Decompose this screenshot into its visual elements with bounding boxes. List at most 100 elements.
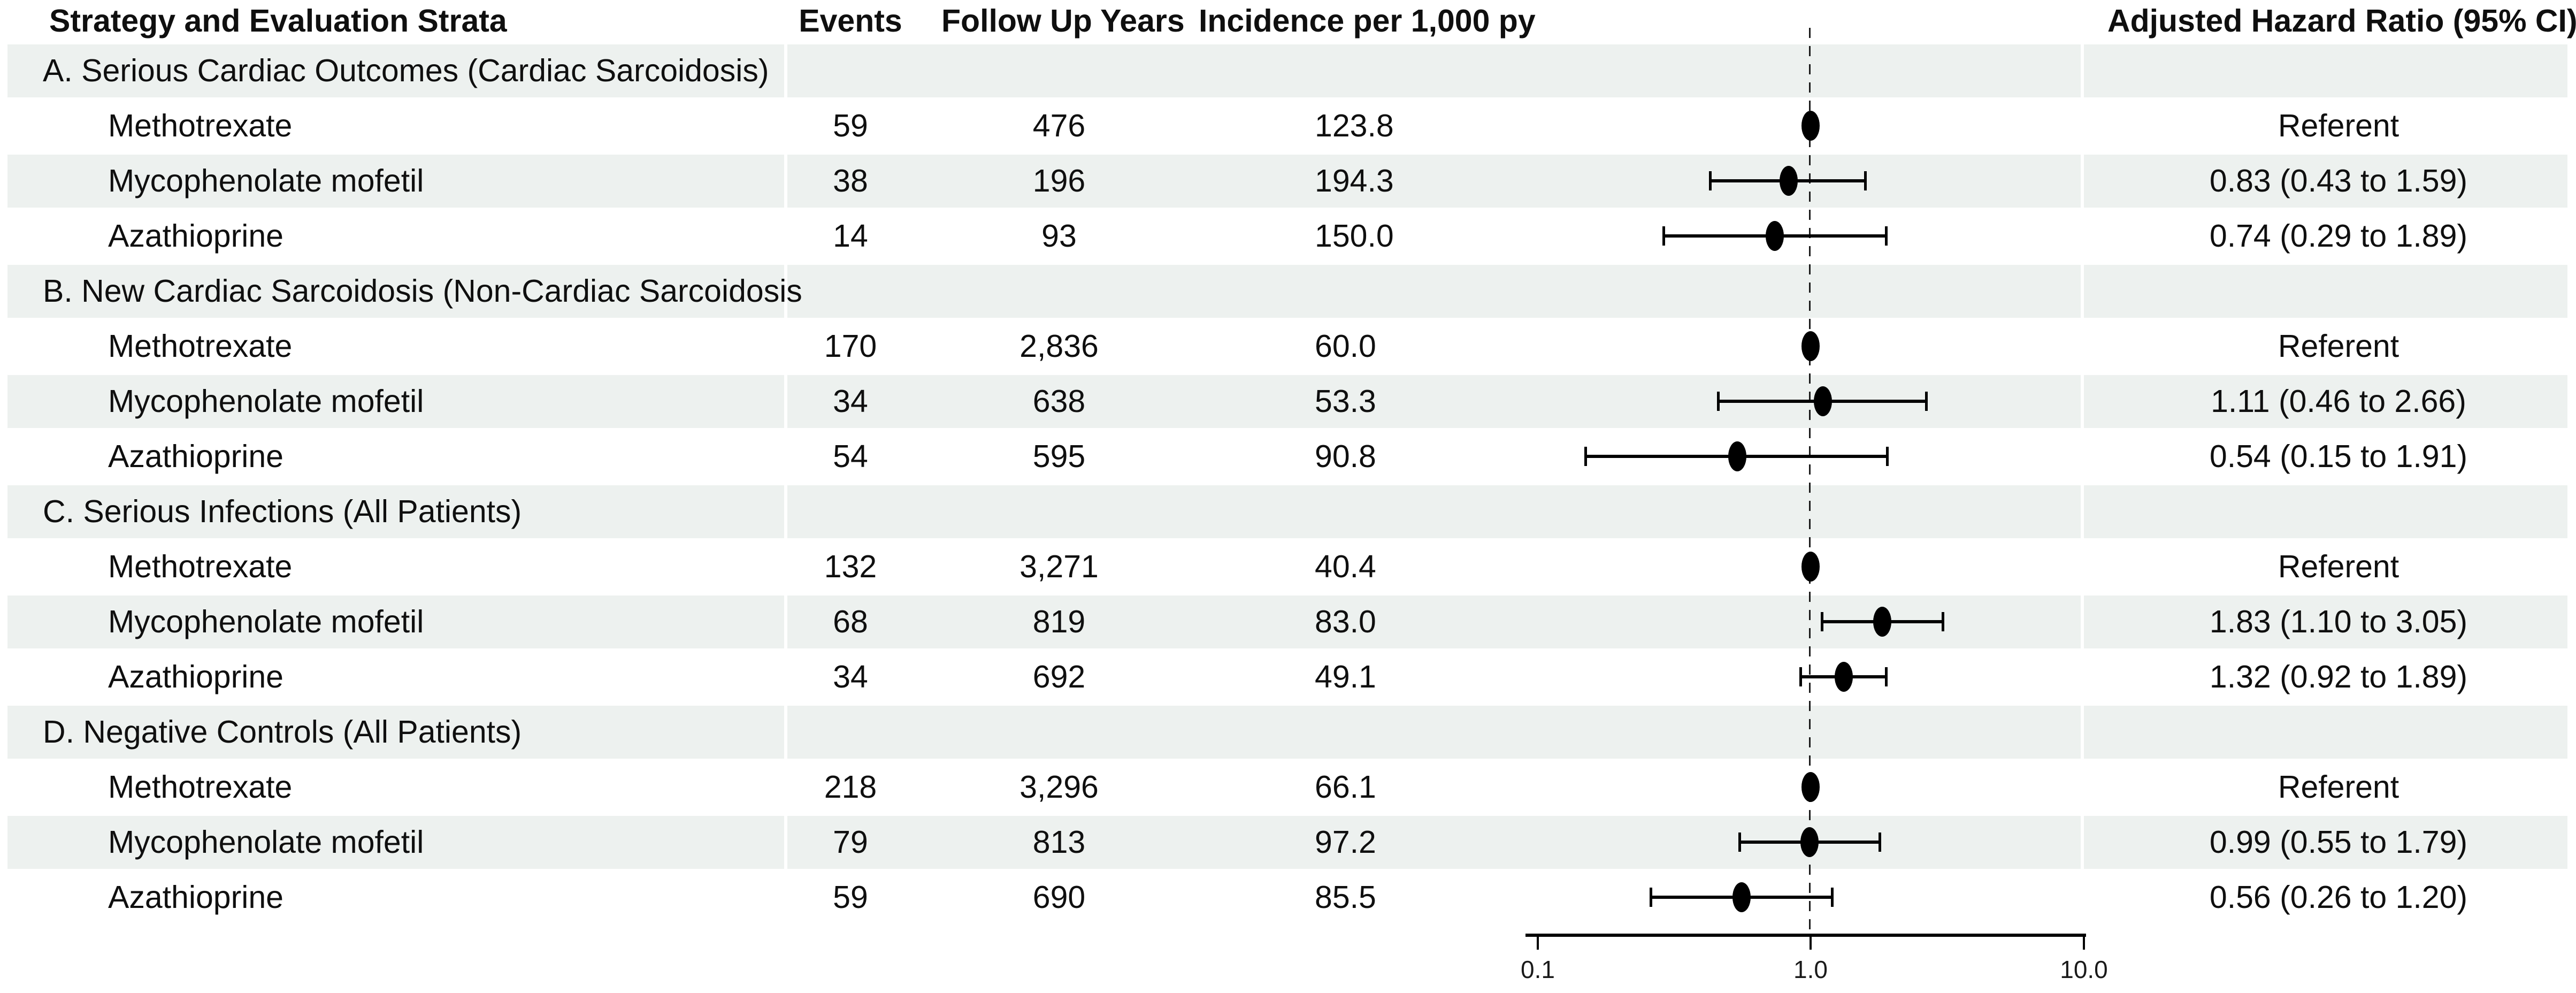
x-axis-tick-10-0 <box>2083 934 2085 950</box>
drug-label: Azathioprine <box>108 879 283 915</box>
incidence-value: 49.1 <box>1315 659 1376 694</box>
follow-up-years-value: 3,296 <box>1019 769 1099 805</box>
incidence-value: 85.5 <box>1315 879 1376 915</box>
ci-cap-high <box>1878 832 1881 852</box>
point-marker <box>1834 662 1853 692</box>
row-stripe-segment <box>7 485 784 538</box>
row-stripe-segment <box>7 44 784 97</box>
follow-up-years-value: 196 <box>1032 163 1086 198</box>
row-stripe-segment <box>7 264 784 318</box>
point-marker-referent <box>1801 552 1820 582</box>
column-header-incidence: Incidence per 1,000 py <box>1199 3 1536 39</box>
section-header-label: A. Serious Cardiac Outcomes (Cardiac Sar… <box>43 52 769 88</box>
ci-cap-high <box>1864 171 1867 190</box>
point-marker <box>1732 882 1751 912</box>
row-stripe-segment <box>2084 264 2567 318</box>
row-stripe-segment <box>787 264 2081 318</box>
row-stripe-segment <box>787 44 2081 97</box>
row-stripe-segment <box>2084 705 2567 759</box>
column-header-strategy: Strategy and Evaluation Strata <box>49 3 507 39</box>
ci-cap-high <box>1885 447 1889 466</box>
follow-up-years-value: 3,271 <box>1019 548 1099 584</box>
drug-label: Azathioprine <box>108 659 283 694</box>
hazard-ratio-text: 0.54 (0.15 to 1.91) <box>2209 438 2468 474</box>
ci-cap-high <box>1884 226 1888 246</box>
row-stripe-segment <box>7 154 784 208</box>
row-stripe-segment <box>2084 815 2567 869</box>
ci-cap-low <box>1820 612 1823 631</box>
ci-cap-low <box>1649 888 1652 907</box>
x-axis-tick-label-1-0: 1.0 <box>1793 956 1828 983</box>
follow-up-years-value: 595 <box>1032 438 1086 474</box>
point-marker <box>1873 607 1891 637</box>
incidence-value: 83.0 <box>1315 604 1376 639</box>
incidence-value: 40.4 <box>1315 548 1376 584</box>
events-value: 34 <box>833 659 868 694</box>
ci-cap-low <box>1709 171 1712 190</box>
incidence-value: 53.3 <box>1315 383 1376 419</box>
follow-up-years-value: 476 <box>1032 108 1086 143</box>
row-stripe-segment <box>2084 44 2567 97</box>
ci-cap-low <box>1662 226 1666 246</box>
x-axis-tick-label-0-1: 0.1 <box>1521 956 1555 983</box>
drug-label: Methotrexate <box>108 108 293 143</box>
point-marker-referent <box>1801 772 1820 802</box>
point-marker-referent <box>1801 111 1820 141</box>
hazard-ratio-text: Referent <box>2278 328 2399 364</box>
incidence-value: 150.0 <box>1315 218 1394 254</box>
point-marker <box>1779 166 1798 196</box>
section-header-label: C. Serious Infections (All Patients) <box>43 493 522 529</box>
incidence-value: 97.2 <box>1315 824 1376 860</box>
row-stripe-segment <box>2084 595 2567 648</box>
follow-up-years-value: 638 <box>1032 383 1086 419</box>
events-value: 218 <box>824 769 877 805</box>
follow-up-years-value: 93 <box>1041 218 1077 254</box>
follow-up-years-value: 819 <box>1032 604 1086 639</box>
hazard-ratio-text: 0.74 (0.29 to 1.89) <box>2209 218 2468 254</box>
point-marker <box>1728 441 1747 471</box>
hazard-ratio-text: 0.56 (0.26 to 1.20) <box>2209 879 2468 915</box>
hazard-ratio-text: 0.99 (0.55 to 1.79) <box>2209 824 2468 860</box>
row-stripe-segment <box>7 375 784 428</box>
row-stripe-segment <box>7 705 784 759</box>
ci-cap-high <box>1941 612 1944 631</box>
drug-label: Methotrexate <box>108 769 293 805</box>
row-stripe-segment <box>2084 485 2567 538</box>
ci-cap-high <box>1925 392 1928 411</box>
events-value: 38 <box>833 163 868 198</box>
x-axis-tick-0-1 <box>1537 934 1539 950</box>
ci-cap-low <box>1738 832 1741 852</box>
incidence-value: 60.0 <box>1315 328 1376 364</box>
column-header-adjusted-hazard-ratio: Adjusted Hazard Ratio (95% CI) <box>2107 3 2576 39</box>
ci-cap-high <box>1884 667 1888 686</box>
x-axis-tick-label-10-0: 10.0 <box>2060 956 2108 983</box>
hazard-ratio-text: Referent <box>2278 769 2399 805</box>
events-value: 59 <box>833 108 868 143</box>
row-stripe-segment <box>2084 375 2567 428</box>
events-value: 14 <box>833 218 868 254</box>
incidence-value: 123.8 <box>1315 108 1394 143</box>
point-marker <box>1814 386 1833 416</box>
drug-label: Mycophenolate mofetil <box>108 604 424 639</box>
section-header-label: D. Negative Controls (All Patients) <box>43 714 522 750</box>
row-stripe-segment <box>2084 154 2567 208</box>
drug-label: Mycophenolate mofetil <box>108 163 424 198</box>
drug-label: Methotrexate <box>108 548 293 584</box>
ci-cap-low <box>1584 447 1587 466</box>
hazard-ratio-text: Referent <box>2278 548 2399 584</box>
drug-label: Mycophenolate mofetil <box>108 383 424 419</box>
column-header-events: Events <box>799 3 902 39</box>
incidence-value: 66.1 <box>1315 769 1376 805</box>
x-axis-line <box>1525 934 2086 937</box>
drug-label: Azathioprine <box>108 438 283 474</box>
events-value: 68 <box>833 604 868 639</box>
row-stripe-segment <box>7 595 784 648</box>
row-stripe-segment <box>787 705 2081 759</box>
follow-up-years-value: 690 <box>1032 879 1086 915</box>
events-value: 54 <box>833 438 868 474</box>
row-stripe-segment <box>7 815 784 869</box>
drug-label: Mycophenolate mofetil <box>108 824 424 860</box>
hazard-ratio-text: 1.83 (1.10 to 3.05) <box>2209 604 2468 639</box>
hazard-ratio-text: 1.32 (0.92 to 1.89) <box>2209 659 2468 694</box>
section-header-label: B. New Cardiac Sarcoidosis (Non-Cardiac … <box>43 273 802 309</box>
